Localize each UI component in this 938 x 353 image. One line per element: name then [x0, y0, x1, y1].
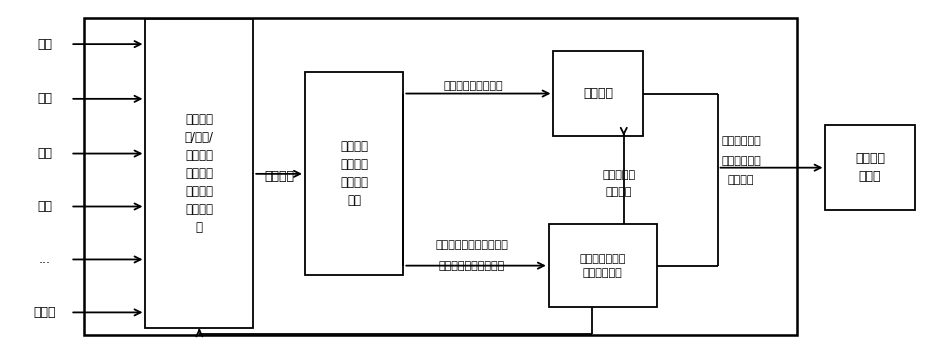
- Text: 功率: 功率: [38, 38, 53, 50]
- Bar: [825, 125, 915, 210]
- Text: 在机组运行的: 在机组运行的: [721, 136, 761, 146]
- Text: 超出标准运行状态持续一: 超出标准运行状态持续一: [435, 240, 508, 250]
- Text: 桨距角: 桨距角: [34, 306, 56, 319]
- Text: 保护条件: 保护条件: [728, 175, 754, 185]
- Text: 与数字化
样机模型
进行对比
分析: 与数字化 样机模型 进行对比 分析: [340, 140, 368, 207]
- Text: 运行状态: 运行状态: [606, 187, 632, 197]
- Text: 风速: 风速: [38, 200, 53, 213]
- Text: 由信号检
测/处理/
分析单元
对各个工
况下的数
据进行分
析: 由信号检 测/处理/ 分析单元 对各个工 况下的数 据进行分 析: [185, 113, 214, 234]
- Text: 常规控制: 常规控制: [583, 87, 613, 100]
- Text: 段时间且偏差持续增加: 段时间且偏差持续增加: [439, 262, 505, 271]
- Text: 触发警告
或故障: 触发警告 或故障: [855, 152, 885, 183]
- Text: 采用多模自适应
控制进行修正: 采用多模自适应 控制进行修正: [580, 254, 626, 277]
- Bar: [305, 72, 403, 275]
- Text: 运行特征: 运行特征: [265, 170, 295, 183]
- Text: 转矩: 转矩: [38, 92, 53, 105]
- Text: 恢复到标准: 恢复到标准: [602, 170, 636, 180]
- Bar: [145, 19, 253, 328]
- Text: 未超出标准运行范围: 未超出标准运行范围: [444, 82, 504, 91]
- Text: 任何过程达到: 任何过程达到: [721, 156, 761, 166]
- Bar: [84, 18, 797, 335]
- Text: 转速: 转速: [38, 147, 53, 160]
- Text: ...: ...: [39, 253, 51, 266]
- Bar: [549, 224, 657, 307]
- Bar: [553, 51, 643, 136]
